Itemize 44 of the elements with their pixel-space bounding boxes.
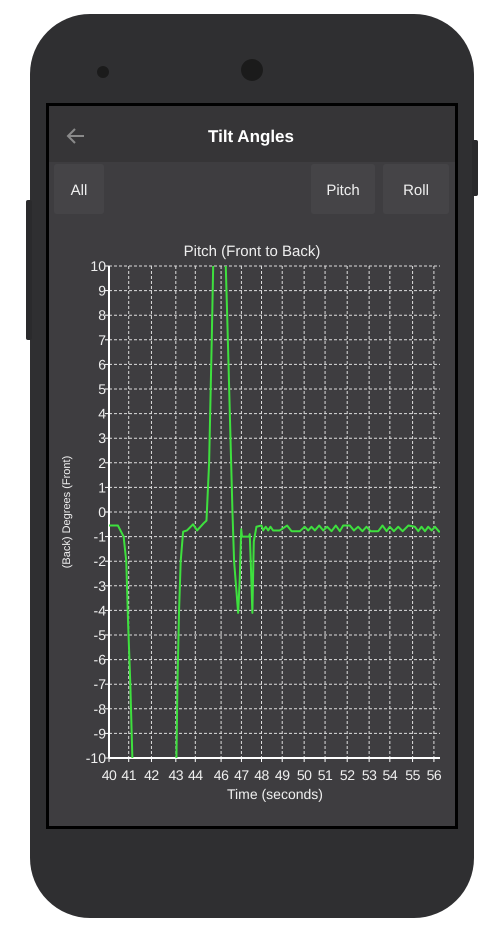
y-axis-title: (Back) Degrees (Front) (61, 456, 73, 568)
y-tick-label: -1 (94, 528, 106, 545)
x-tick-label: 41 (121, 767, 137, 783)
y-tick-label: -3 (94, 578, 106, 594)
x-tick-label: 48 (254, 767, 270, 783)
y-tick-label: 2 (98, 454, 106, 471)
x-tick-label: 49 (274, 767, 290, 783)
y-tick-label: 4 (98, 406, 106, 422)
x-tick-label: 44 (188, 767, 204, 783)
x-tick-label: 40 (102, 767, 117, 783)
y-tick-label: 1 (98, 479, 106, 496)
x-tick-label: 52 (340, 767, 356, 783)
x-tick-label: 47 (234, 767, 250, 783)
y-tick-label: -10 (86, 750, 106, 766)
y-tick-label: -6 (94, 652, 106, 668)
y-tick-label: 7 (98, 332, 106, 348)
x-tick-label: 46 (214, 767, 230, 783)
y-tick-label: 0 (98, 504, 106, 520)
text: All (70, 182, 88, 199)
y-tick-label: 5 (98, 381, 106, 397)
y-tick-label: 6 (98, 356, 106, 372)
chart-title: Pitch (Front to Back) (184, 243, 320, 260)
x-tick-label: 54 (382, 767, 398, 783)
y-tick-label: 8 (98, 307, 106, 324)
y-tick-label: -7 (94, 676, 106, 692)
x-tick-label: 55 (405, 767, 421, 783)
text: Tilt Angles (208, 127, 294, 146)
y-tick-label: 9 (98, 282, 106, 299)
x-tick-label: 51 (318, 767, 334, 783)
x-tick-label: 53 (362, 767, 378, 783)
text: Roll (403, 182, 429, 199)
x-tick-label: 50 (296, 767, 312, 783)
x-tick-label: 56 (426, 767, 442, 783)
y-tick-label: -9 (94, 725, 106, 742)
x-tick-label: 43 (168, 767, 184, 783)
y-tick-label: 3 (98, 430, 106, 446)
y-tick-label: 10 (90, 258, 106, 274)
y-tick-label: -5 (94, 627, 106, 643)
text: Pitch (326, 182, 360, 199)
y-tick-label: -4 (94, 602, 106, 618)
x-tick-label: 42 (144, 767, 160, 783)
y-tick-label: -2 (94, 553, 106, 570)
y-tick-label: -8 (94, 700, 106, 717)
x-axis-title: Time (seconds) (227, 786, 323, 802)
